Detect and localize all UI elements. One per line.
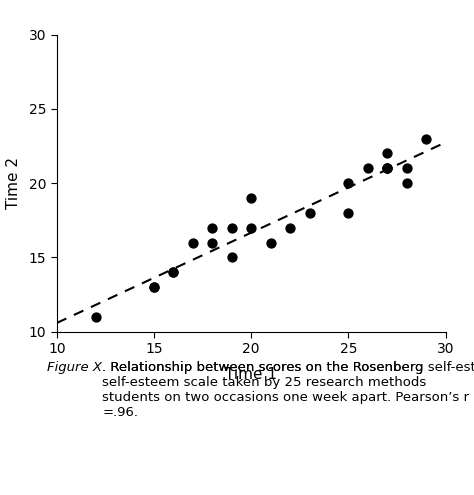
X-axis label: Time 1: Time 1 <box>225 367 277 382</box>
Point <box>228 224 236 232</box>
Point <box>286 224 294 232</box>
Point <box>383 149 391 157</box>
Point <box>383 164 391 172</box>
Point <box>383 164 391 172</box>
Point <box>383 164 391 172</box>
Point <box>306 209 313 217</box>
Point <box>364 164 372 172</box>
Point <box>422 135 430 143</box>
Text: . Relationship between scores on the Rosenberg self-esteem scale taken by 25 res: . Relationship between scores on the Ros… <box>102 361 469 419</box>
Point <box>170 268 177 276</box>
Point <box>345 209 352 217</box>
Point <box>228 253 236 261</box>
Point <box>189 239 197 247</box>
Point <box>209 224 216 232</box>
Point <box>209 239 216 247</box>
Text: . Relationship between scores on the Rosenberg self-esteem scale taken by 25 res: . Relationship between scores on the Ros… <box>102 361 474 374</box>
Text: Figure X: Figure X <box>47 361 102 374</box>
Point <box>345 179 352 187</box>
Point <box>267 239 274 247</box>
Point <box>247 224 255 232</box>
Point <box>150 283 158 291</box>
Point <box>403 179 410 187</box>
Point <box>170 268 177 276</box>
Point <box>247 194 255 202</box>
Y-axis label: Time 2: Time 2 <box>6 157 20 209</box>
Point <box>150 283 158 291</box>
Point <box>92 313 100 321</box>
Point <box>403 164 410 172</box>
